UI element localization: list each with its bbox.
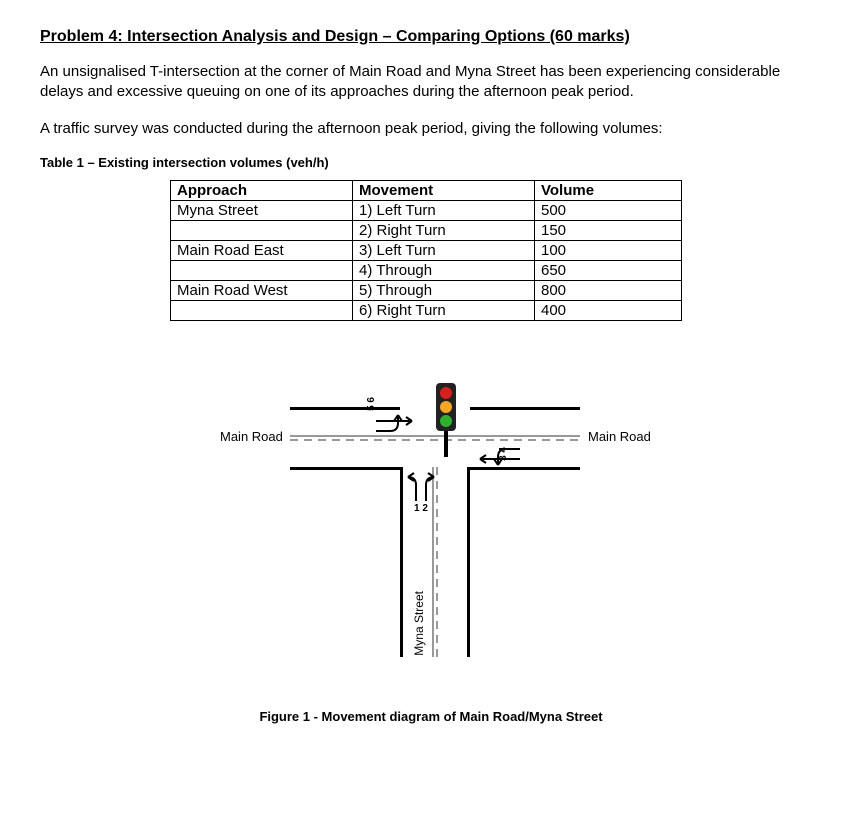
movement-label-56: 5 6 <box>366 397 377 411</box>
th-volume: Volume <box>535 180 682 200</box>
problem-title: Problem 4: Intersection Analysis and Des… <box>40 28 822 46</box>
label-myna-street: Myna Street <box>412 591 426 656</box>
th-approach: Approach <box>171 180 353 200</box>
traffic-light-red <box>440 387 452 399</box>
cell-approach <box>171 260 353 280</box>
cell-volume: 800 <box>535 280 682 300</box>
cell-movement: 5) Through <box>353 280 535 300</box>
movement-arrows-56-icon <box>372 411 420 439</box>
table-row: Main Road East 3) Left Turn 100 <box>171 240 682 260</box>
table-row: 6) Right Turn 400 <box>171 300 682 320</box>
cell-movement: 1) Left Turn <box>353 200 535 220</box>
intersection-figure: Main Road Main Road Myna Street 5 6 3 4 … <box>40 371 822 691</box>
paragraph-1: An unsignalised T-intersection at the co… <box>40 62 822 103</box>
movement-arrows-34-icon <box>470 439 524 469</box>
traffic-light-amber <box>440 401 452 413</box>
cell-approach: Main Road East <box>171 240 353 260</box>
cell-volume: 150 <box>535 220 682 240</box>
road-edge <box>290 467 400 470</box>
table-row: Main Road West 5) Through 800 <box>171 280 682 300</box>
cell-movement: 6) Right Turn <box>353 300 535 320</box>
traffic-light-green <box>440 415 452 427</box>
label-main-road-left: Main Road <box>220 429 283 444</box>
traffic-light-icon <box>436 383 456 457</box>
label-main-road-right: Main Road <box>588 429 651 444</box>
cell-movement: 4) Through <box>353 260 535 280</box>
cell-volume: 100 <box>535 240 682 260</box>
table-caption: Table 1 – Existing intersection volumes … <box>40 155 822 170</box>
volumes-table: Approach Movement Volume Myna Street 1) … <box>170 180 682 321</box>
cell-approach <box>171 220 353 240</box>
road-edge <box>290 407 400 410</box>
lane-dash <box>290 439 580 441</box>
road-edge <box>470 407 580 410</box>
cell-approach: Main Road West <box>171 280 353 300</box>
cell-volume: 400 <box>535 300 682 320</box>
table-row: 2) Right Turn 150 <box>171 220 682 240</box>
cell-approach: Myna Street <box>171 200 353 220</box>
cell-volume: 500 <box>535 200 682 220</box>
paragraph-2: A traffic survey was conducted during th… <box>40 119 822 139</box>
road-edge <box>467 467 470 657</box>
table-header-row: Approach Movement Volume <box>171 180 682 200</box>
cell-movement: 2) Right Turn <box>353 220 535 240</box>
lane-dash <box>436 467 438 657</box>
road-edge <box>400 467 403 657</box>
table-row: Myna Street 1) Left Turn 500 <box>171 200 682 220</box>
movement-arrows-12-icon <box>406 471 436 505</box>
cell-approach <box>171 300 353 320</box>
cell-movement: 3) Left Turn <box>353 240 535 260</box>
lane-centerline <box>290 435 580 437</box>
table-row: 4) Through 650 <box>171 260 682 280</box>
th-movement: Movement <box>353 180 535 200</box>
figure-caption: Figure 1 - Movement diagram of Main Road… <box>40 709 822 724</box>
cell-volume: 650 <box>535 260 682 280</box>
